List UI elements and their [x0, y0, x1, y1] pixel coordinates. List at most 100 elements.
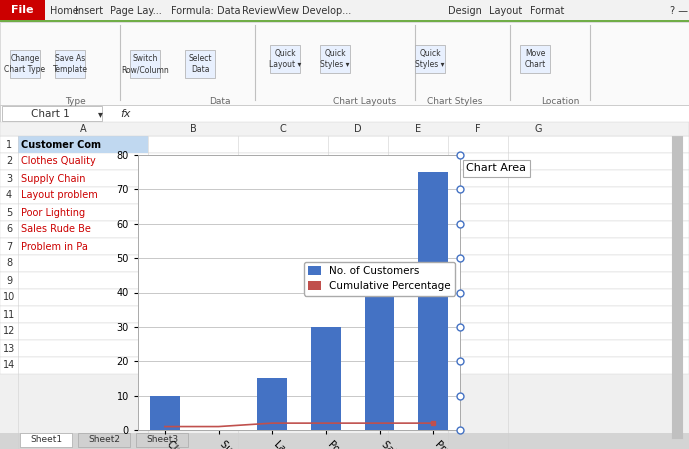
Text: Home: Home	[50, 6, 79, 16]
Text: 11: 11	[3, 309, 15, 320]
Text: 6: 6	[6, 224, 12, 234]
Text: D: D	[354, 124, 362, 134]
Text: 7: 7	[6, 242, 12, 251]
Bar	[0, 272, 689, 289]
Text: File: File	[11, 5, 33, 15]
Bar	[258, 379, 287, 430]
Text: Page Lay...: Page Lay...	[110, 6, 162, 16]
Bar	[520, 45, 550, 73]
Text: Save As
Template: Save As Template	[52, 54, 88, 74]
Bar	[0, 136, 689, 153]
Bar	[0, 289, 689, 306]
Bar	[0, 153, 689, 170]
Bar	[0, 0, 689, 105]
Text: Clothes Quality: Clothes Quality	[21, 157, 96, 167]
Bar	[0, 255, 689, 272]
Bar	[0, 122, 689, 136]
Text: Location: Location	[541, 97, 579, 106]
Bar	[0, 323, 689, 340]
Bar	[20, 433, 72, 447]
Text: Supply Chain: Supply Chain	[21, 173, 85, 184]
Bar	[18, 136, 148, 153]
Text: Layout problem: Layout problem	[21, 190, 98, 201]
Text: Chart 1: Chart 1	[30, 109, 70, 119]
Text: Format: Format	[530, 6, 564, 16]
Bar	[185, 50, 215, 78]
Text: Design: Design	[448, 6, 482, 16]
Bar	[10, 50, 40, 78]
Text: 4: 4	[6, 190, 12, 201]
Text: G: G	[534, 124, 542, 134]
Bar	[0, 0, 45, 21]
Text: Problem in Pa: Problem in Pa	[21, 242, 88, 251]
Text: Quick
Styles ▾: Quick Styles ▾	[415, 49, 445, 69]
Text: Data: Data	[209, 97, 231, 106]
Text: 1: 1	[6, 140, 12, 150]
Bar	[78, 433, 130, 447]
Text: Move
Chart: Move Chart	[524, 49, 546, 69]
Text: F: F	[475, 124, 481, 134]
Text: 10: 10	[3, 292, 15, 303]
Text: Insert: Insert	[75, 6, 103, 16]
Text: Select
Data: Select Data	[188, 54, 212, 74]
Bar	[0, 340, 689, 357]
Text: 8: 8	[6, 259, 12, 269]
Text: View: View	[277, 6, 300, 16]
Bar	[364, 275, 394, 430]
Text: ▾: ▾	[98, 109, 103, 119]
Text: 5: 5	[6, 207, 12, 217]
Text: 13: 13	[3, 343, 15, 353]
Bar	[130, 50, 160, 78]
Text: Formula:: Formula:	[171, 6, 214, 16]
Bar	[0, 238, 689, 255]
Bar	[0, 170, 689, 187]
Text: 9: 9	[6, 276, 12, 286]
Bar	[418, 172, 448, 430]
Text: Quick
Layout ▾: Quick Layout ▾	[269, 49, 301, 69]
Text: Type: Type	[65, 97, 85, 106]
Bar	[55, 50, 85, 78]
Text: ? — □ ×: ? — □ ×	[670, 6, 689, 16]
Text: A: A	[80, 124, 86, 134]
Text: Customer Com: Customer Com	[21, 140, 101, 150]
Text: 2: 2	[6, 157, 12, 167]
Bar	[136, 433, 188, 447]
Text: fx: fx	[120, 109, 130, 119]
Text: Chart Layouts: Chart Layouts	[333, 97, 397, 106]
Text: Sheet3: Sheet3	[146, 436, 178, 445]
Text: 3: 3	[6, 173, 12, 184]
Text: Switch
Row/Column: Switch Row/Column	[121, 54, 169, 74]
Text: Chart Area: Chart Area	[466, 163, 526, 173]
Text: Sales Rude Be: Sales Rude Be	[21, 224, 91, 234]
Bar	[270, 45, 300, 73]
Bar	[311, 327, 340, 430]
Text: E: E	[415, 124, 421, 134]
Bar	[150, 396, 180, 430]
Legend: No. of Customers, Cumulative Percentage: No. of Customers, Cumulative Percentage	[304, 262, 455, 295]
Text: Layout: Layout	[489, 6, 522, 16]
Bar	[0, 204, 689, 221]
Bar	[320, 45, 350, 73]
Text: 12: 12	[3, 326, 15, 336]
Bar	[415, 45, 445, 73]
Bar	[0, 20, 689, 22]
Bar	[0, 433, 689, 449]
Text: 14: 14	[3, 361, 15, 370]
Bar	[2, 106, 102, 121]
Text: B: B	[189, 124, 196, 134]
Bar	[0, 306, 689, 323]
Text: Data: Data	[217, 6, 240, 16]
Text: Quick
Styles ▾: Quick Styles ▾	[320, 49, 350, 69]
Text: Develop...: Develop...	[302, 6, 351, 16]
Bar	[0, 105, 689, 122]
Text: Chart Styles: Chart Styles	[427, 97, 483, 106]
Text: Sheet1: Sheet1	[30, 436, 62, 445]
Text: C: C	[280, 124, 287, 134]
Bar	[0, 357, 689, 374]
Bar	[0, 22, 689, 105]
Text: Review: Review	[242, 6, 276, 16]
Text: Sheet2: Sheet2	[88, 436, 120, 445]
Bar	[0, 221, 689, 238]
Bar	[0, 187, 689, 204]
Text: Poor Lighting: Poor Lighting	[21, 207, 85, 217]
